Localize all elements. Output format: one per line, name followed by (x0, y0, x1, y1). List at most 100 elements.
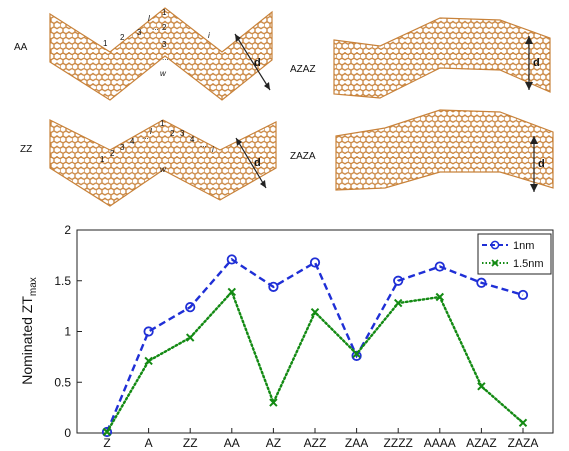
y-axis-label: Nominated ZTmax (19, 277, 39, 385)
y-tick-label: 1.5 (54, 274, 71, 288)
y-axis-ticks: 0 0.5 1 1.5 2 (54, 223, 82, 440)
legend-marker-circle (490, 240, 500, 250)
data-point-1nm (309, 257, 321, 268)
zz-num-2b: 2 (170, 129, 175, 138)
x-tick-label: AZ (266, 436, 281, 450)
legend-box (477, 233, 552, 275)
panel-azaz: AZAZ d (290, 17, 551, 99)
y-tick-label: 0.5 (54, 375, 71, 389)
data-point-1-5nm (185, 333, 195, 342)
data-point-1-5nm (518, 418, 528, 428)
aa-num-3b: 3 (162, 40, 167, 49)
aa-letter-w: w (160, 69, 167, 78)
aa-arrowhead-bottom (264, 82, 270, 90)
panel-label-azaz: AZAZ (290, 64, 316, 75)
zz-num-1: 1 (100, 155, 105, 164)
panel-aa: AA 1 2 3 ... 1 2 3 ... l i w d (14, 7, 273, 101)
zaza-arrowhead-bottom (530, 184, 538, 192)
data-point-1nm (185, 302, 196, 313)
x-tick-label: ZAZA (508, 436, 539, 450)
ribbon-zz (49, 119, 277, 207)
zz-arrowhead-top (236, 138, 242, 146)
aa-num-3: 3 (137, 28, 142, 37)
zz-num-3b: 3 (180, 129, 185, 138)
data-point-1nm (268, 281, 279, 292)
chart: 00.511.52 Z A ZZ AA AZ AZZ ZAA ZZZZ AAAA AZAZ ZAZA… (19, 223, 554, 450)
zaza-width-label: d (538, 158, 545, 170)
panel-zaza: ZAZA d (290, 109, 554, 192)
panel-label-zz: ZZ (20, 144, 32, 155)
aa-arrowhead-top (235, 34, 241, 42)
legend-marker-x (491, 259, 499, 267)
legend-label-15nm: 1.5nm (513, 258, 544, 270)
data-point-1nm (517, 289, 529, 301)
zz-letter-i: i (212, 145, 214, 154)
aa-width-arrow (234, 33, 271, 91)
zz-arrowhead-bottom (260, 180, 266, 188)
zz-num-4b: 4 (190, 135, 195, 144)
azaz-arrowhead-bottom (525, 82, 533, 90)
zz-num-dots: ... (142, 132, 149, 141)
data-point-1-5nm (393, 298, 403, 308)
panel-label-aa: AA (14, 42, 28, 53)
zz-num-4: 4 (130, 137, 135, 146)
data-point-1-5nm (227, 287, 237, 297)
ribbon-azaz (333, 17, 551, 99)
panel-label-zaza: ZAZA (290, 151, 316, 162)
series-layer (101, 254, 529, 438)
ribbon-aa (49, 7, 273, 101)
zaza-arrowhead-top (530, 136, 538, 144)
aa-num-2b: 2 (162, 23, 167, 32)
zz-num-2: 2 (110, 149, 115, 158)
series-line-1nm (105, 257, 524, 433)
data-point-1nm (226, 254, 237, 265)
data-point-1nm (393, 275, 404, 286)
x-tick-label: AA (224, 436, 240, 450)
ribbon-zz-annotations: 1 2 3 4 ... 1 2 3 4 ... l i w (100, 119, 214, 174)
ribbon-zaza (335, 109, 554, 191)
zz-letter-w: w (160, 165, 167, 174)
x-tick-label: AZZ (304, 436, 327, 450)
data-point-1-5nm (435, 292, 445, 302)
data-point-1-5nm (310, 308, 320, 317)
x-tick-label: ZAA (345, 436, 368, 450)
panel-zz: ZZ 1 2 3 4 ... 1 2 3 4 ... l i w d (20, 119, 277, 207)
legend-label-1nm: 1nm (513, 240, 534, 252)
data-point-1nm (476, 277, 487, 288)
x-tick-label: Z (103, 436, 110, 450)
aa-letter-l: l (148, 14, 150, 23)
data-point-1nm (143, 326, 154, 337)
aa-letter-i: i (208, 31, 210, 40)
x-tick-label: A (145, 436, 153, 450)
data-point-1-5nm (477, 382, 486, 391)
zz-num-1b: 1 (160, 119, 165, 128)
data-point-1-5nm (144, 356, 153, 366)
aa-num-1: 1 (103, 39, 108, 48)
x-tick-label: ZZZZ (384, 436, 413, 450)
data-point-1nm (101, 426, 113, 438)
y-tick-label: 1 (64, 325, 71, 339)
ribbon-aa-annotations: 1 2 3 ... 1 2 3 ... l i w (103, 8, 210, 78)
x-tick-label: AZAZ (466, 436, 497, 450)
zz-letter-l: l (150, 127, 152, 136)
data-point-1-5nm (269, 398, 278, 407)
aa-num-1b: 1 (162, 8, 167, 17)
aa-num-dots-b: ... (162, 53, 169, 62)
azaz-arrowhead-top (525, 36, 533, 44)
zz-num-3: 3 (120, 143, 125, 152)
x-axis-ticks: Z A ZZ AA AZ AZZ ZAA ZZZZ AAAA AZAZ ZAZA (103, 428, 538, 450)
aa-num-2: 2 (120, 33, 125, 42)
zz-width-arrow (235, 137, 267, 189)
x-tick-label: AAAA (424, 436, 456, 450)
azaz-width-label: d (533, 57, 540, 69)
y-tick-label: 2 (64, 223, 71, 237)
data-point-1nm (351, 350, 362, 361)
y-tick-label: 0 (64, 426, 71, 440)
zz-width-label: d (254, 157, 261, 169)
x-tick-label: ZZ (183, 436, 198, 450)
data-point-1nm (434, 261, 445, 272)
aa-num-dots: ... (152, 23, 159, 32)
legend: 1nm 1.5nm (477, 233, 552, 275)
data-point-1-5nm (102, 427, 112, 437)
